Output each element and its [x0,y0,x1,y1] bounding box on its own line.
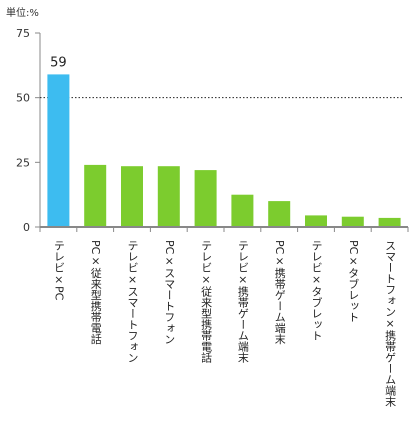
bar [231,194,254,227]
x-tick-label: PC×携帯ゲーム端末 [273,240,287,345]
bar [157,166,180,227]
x-tick-label: テレビ×PC [52,240,66,301]
unit-label: 単位:% [6,8,39,19]
y-tick-label: 75 [16,27,30,40]
bar [47,74,70,228]
bar [341,216,364,227]
y-tick-label: 25 [16,156,30,169]
bar [378,217,401,227]
y-tick-label: 50 [16,92,30,105]
bar [121,166,143,227]
x-tick-label: スマートフォン×携帯ゲーム端末 [383,240,397,407]
x-tick-label: テレビ×従来型携帯電話 [199,240,213,363]
data-label: 59 [50,55,67,70]
bar [305,215,327,227]
x-tick-label: PC×スマートフォン [162,240,176,345]
y-tick-label: 0 [23,221,30,234]
x-tick-label: PC×タブレット [346,240,360,323]
x-tick-label: テレビ×携帯ゲーム端末 [236,240,250,363]
x-tick-label: PC×従来型携帯電話 [89,240,103,345]
bar [84,164,107,227]
bar [268,201,291,227]
x-tick-label: テレビ×タブレット [310,240,323,341]
bar [194,170,217,227]
x-tick-label: テレビ×スマートフォン [126,240,139,363]
